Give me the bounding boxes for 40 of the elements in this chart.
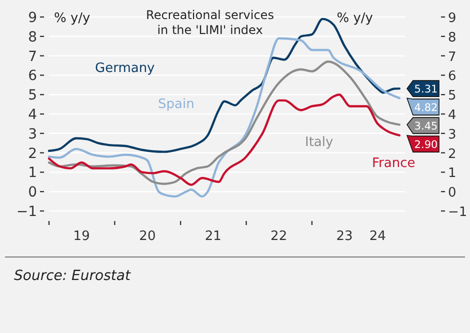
- y-tick-label: 8: [28, 29, 37, 46]
- data-label: 4.82: [414, 102, 438, 114]
- y-tick-label: 1: [28, 165, 37, 182]
- y2-tick-label: 7: [448, 50, 456, 65]
- y-tick-label: 0: [28, 184, 37, 201]
- y-tick-label: 9: [28, 10, 37, 26]
- x-tick-label: 22: [270, 229, 288, 244]
- y2-tick-label: 5: [448, 88, 456, 104]
- data-label: 3.45: [414, 120, 438, 133]
- x-tick-label: 19: [73, 229, 90, 244]
- y-tick-label: 7: [28, 48, 37, 65]
- y2-tick-label: 4: [448, 108, 456, 123]
- y-tick-label: 6: [28, 68, 38, 84]
- x-tick-label: 21: [204, 229, 222, 244]
- text: Spain: [158, 97, 194, 112]
- source-note: Source: Eurostat: [14, 268, 131, 284]
- y2-tick-label: 3: [448, 127, 456, 142]
- y-tick-label: −1: [16, 204, 37, 220]
- text: Germany: [95, 61, 156, 76]
- data-label: 5.31: [414, 84, 438, 96]
- x-tick-label: 23: [336, 229, 353, 244]
- y-tick-label: 5: [28, 88, 37, 104]
- text: France: [372, 156, 416, 171]
- y2-tick-label: 9: [448, 11, 456, 26]
- x-tick-label: 24: [369, 229, 386, 244]
- y-tick-label: 2: [28, 146, 37, 162]
- chart-title: Recreational services in the 'LIMI' index: [146, 8, 274, 37]
- y-tick-label: 3: [28, 126, 37, 142]
- data-label: 2.90: [414, 139, 438, 152]
- y2-tick-label: 6: [448, 69, 456, 84]
- text: Italy: [305, 135, 334, 150]
- y-tick-label: 4: [28, 107, 38, 123]
- y2-tick-label: −1: [448, 205, 468, 220]
- y2-tick-label: 0: [448, 186, 456, 201]
- y2-tick-label: 1: [448, 166, 456, 182]
- y2-tick-label: 8: [448, 30, 456, 46]
- y2-tick-label: 2: [448, 146, 456, 162]
- y-axis-title: % y/y: [54, 11, 91, 26]
- x-tick-label: 20: [139, 229, 156, 244]
- y2-axis-title: % y/y: [336, 11, 374, 26]
